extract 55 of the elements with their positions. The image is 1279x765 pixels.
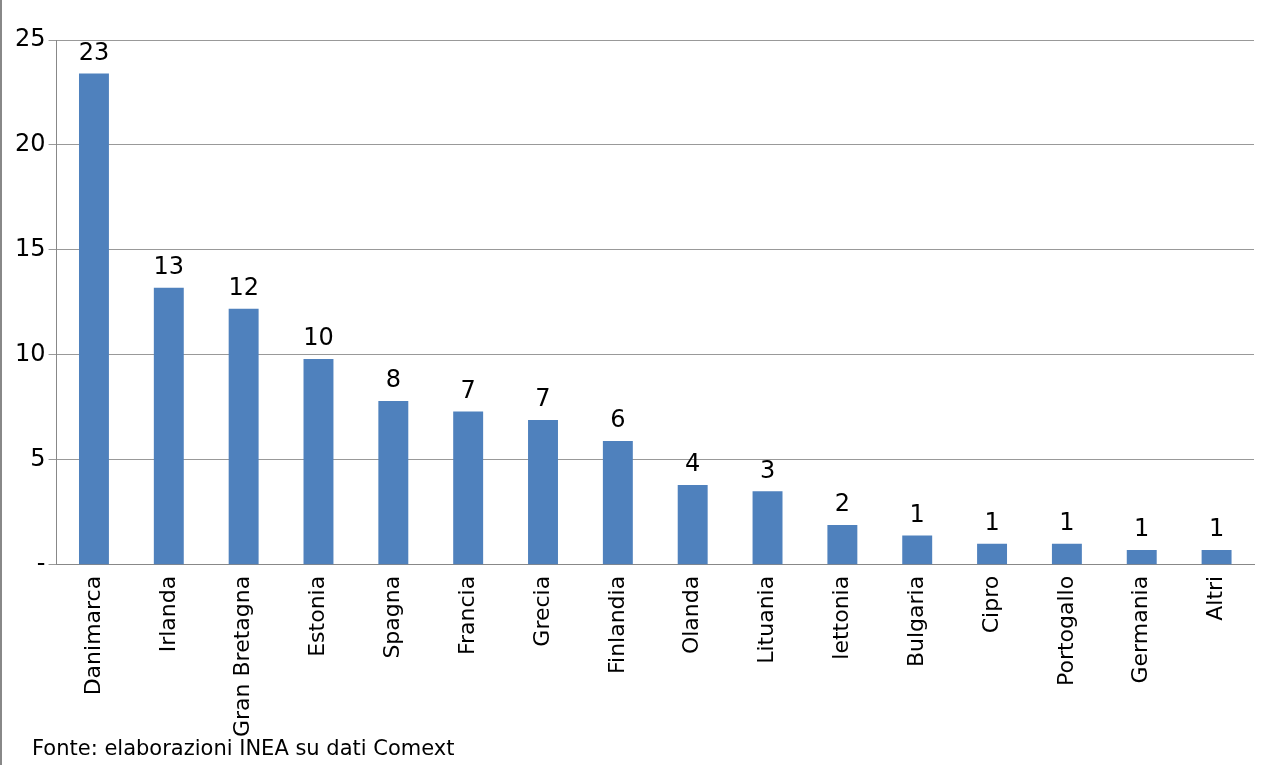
- x-tick-label: Olanda: [678, 575, 704, 655]
- data-label: 1: [1134, 514, 1150, 543]
- bar: [228, 308, 259, 565]
- data-label: 10: [303, 323, 334, 352]
- x-tick-label: Francia: [453, 575, 479, 656]
- data-label: 1: [984, 508, 1000, 537]
- y-tick-label: 5: [30, 444, 46, 473]
- bar: [752, 491, 783, 565]
- bar: [1126, 550, 1157, 565]
- bar: [1201, 550, 1232, 565]
- data-label: 6: [610, 405, 626, 434]
- data-label: 1: [1059, 508, 1075, 537]
- x-tick-label: Irlanda: [154, 575, 180, 653]
- x-tick-label: Estonia: [304, 575, 330, 657]
- bar: [1051, 543, 1082, 565]
- x-tick-label: Cipro: [977, 575, 1003, 634]
- data-label: 13: [153, 251, 185, 280]
- x-tick-label: lettonia: [828, 575, 854, 660]
- y-tick-label: 25: [14, 24, 46, 53]
- data-label: 23: [78, 37, 110, 66]
- data-label: 1: [1208, 514, 1225, 543]
- y-tick-label: 15: [14, 234, 46, 263]
- x-tick-label: Gran Bretagna: [229, 575, 255, 738]
- x-tick-label: Spagna: [379, 575, 405, 659]
- x-tick-label: Lituania: [753, 575, 779, 664]
- bar: [902, 535, 933, 565]
- data-label: 8: [385, 365, 401, 394]
- data-label: 4: [685, 449, 701, 478]
- data-label: 7: [535, 384, 551, 413]
- bar: [453, 411, 484, 565]
- y-tick-label: -: [36, 549, 46, 578]
- bar: [977, 543, 1008, 565]
- y-tick-label: 10: [14, 339, 46, 368]
- bar: [378, 401, 409, 565]
- x-tick-label: Finlandia: [603, 575, 629, 675]
- data-label: 12: [228, 272, 259, 301]
- bar: [602, 440, 633, 565]
- bar: [677, 485, 708, 565]
- bar: [303, 359, 334, 565]
- data-label: 3: [759, 455, 776, 484]
- data-label: 7: [460, 375, 476, 404]
- source-note: Fonte: elaborazioni INEA su dati Comext: [32, 736, 455, 760]
- x-tick-label: Altri: [1202, 575, 1228, 621]
- data-label: 1: [909, 499, 925, 528]
- x-tick-label: Portogallo: [1052, 575, 1078, 687]
- bar: [528, 419, 558, 565]
- x-tick-label: Bulgaria: [902, 575, 928, 668]
- x-tick-label: Grecia: [528, 575, 554, 647]
- data-label: 2: [834, 489, 851, 518]
- x-tick-label: Germania: [1127, 575, 1153, 684]
- bar: [153, 287, 184, 565]
- y-tick-label: 20: [14, 129, 46, 158]
- bar: [827, 524, 858, 565]
- x-tick-label: Danimarca: [79, 575, 105, 696]
- bar: [78, 73, 109, 565]
